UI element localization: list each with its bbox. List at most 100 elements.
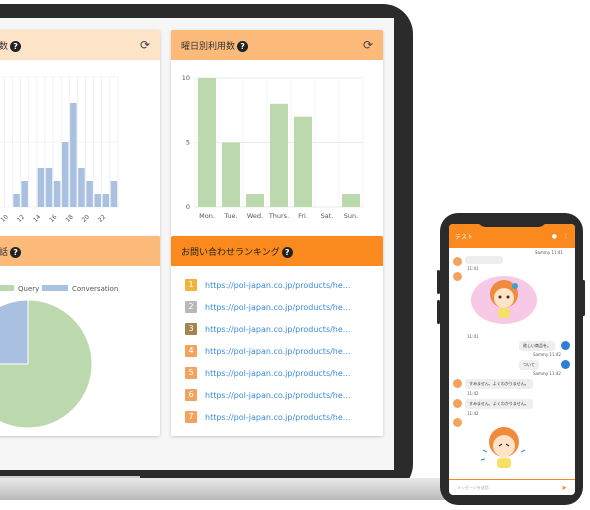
rank-badge: 2 — [185, 301, 197, 313]
bar — [94, 194, 101, 207]
bar — [110, 181, 118, 207]
ranking-item: 7 https://pol-japan.co.jp/products/he... — [185, 406, 383, 428]
ranking-item: 1 https://pol-japan.co.jp/products/he... — [185, 274, 383, 296]
bar — [102, 194, 110, 207]
bar — [13, 194, 20, 207]
bar — [61, 142, 69, 207]
phone-notch — [477, 213, 547, 227]
bar — [21, 181, 28, 207]
character-sticker — [480, 427, 526, 468]
legend-label-query: Query — [18, 285, 39, 293]
chat-bubble — [465, 256, 503, 264]
ranking-url-link[interactable]: https://pol-japan.co.jp/products/he... — [205, 280, 351, 290]
menu-icon[interactable]: ⋮ — [563, 232, 569, 240]
refresh-icon[interactable]: ⟳ — [139, 38, 150, 52]
bot-message: すみません、よくわかりません。 — [465, 399, 533, 409]
bot-avatar — [453, 272, 462, 281]
send-icon[interactable]: ➤ — [561, 483, 567, 492]
ranking-url-link[interactable]: https://pol-japan.co.jp/products/he... — [205, 368, 351, 378]
bar — [45, 168, 53, 207]
user-message: ついて — [519, 360, 539, 370]
y-tick-label: 10 — [182, 74, 190, 82]
help-icon[interactable]: ? — [281, 246, 293, 258]
bar — [53, 181, 61, 207]
ranking-url-link[interactable]: https://pol-japan.co.jp/products/he... — [205, 412, 351, 422]
bot-message: すみません、よくわかりません。 — [465, 379, 533, 389]
timestamp: Sammy 11:42 — [533, 352, 561, 357]
tick-label: 18 — [64, 213, 74, 223]
x-tick-label: Thurs. — [268, 212, 289, 220]
phone-side-button — [582, 280, 585, 316]
ranking-url-link[interactable]: https://pol-japan.co.jp/products/he... — [205, 324, 351, 334]
bar — [222, 142, 240, 207]
user-icon — [561, 341, 570, 350]
message-input[interactable]: メッセージを送信 ➤ — [449, 479, 575, 495]
ranking-list: 1 https://pol-japan.co.jp/products/he... 2… — [171, 266, 383, 428]
tick-label: 20 — [81, 213, 91, 223]
rank-badge: 6 — [185, 389, 197, 401]
ranking-item: 6 https://pol-japan.co.jp/products/he... — [185, 384, 383, 406]
bar — [294, 116, 312, 207]
bar — [246, 194, 264, 207]
timestamp: 11:42 — [467, 411, 479, 416]
x-tick-label: Wed. — [247, 212, 263, 220]
refresh-icon[interactable]: ⟳ — [362, 38, 373, 52]
rank-badge: 5 — [185, 367, 197, 379]
phone-side-button — [437, 270, 440, 294]
pie-slice-conversation — [0, 299, 29, 365]
ranking-url-link[interactable]: https://pol-japan.co.jp/products/he... — [205, 390, 351, 400]
bot-avatar — [453, 418, 462, 427]
character-sticker — [471, 276, 537, 324]
x-tick-label: Tue. — [223, 212, 237, 220]
x-tick-label: Sun. — [344, 212, 358, 220]
help-icon[interactable]: ? — [237, 40, 249, 52]
ranking-url-link[interactable]: https://pol-japan.co.jp/products/he... — [205, 302, 351, 312]
laptop-base — [0, 478, 460, 500]
chat-header: テスト ● ⋮ — [449, 224, 575, 248]
card-header: 用数? ⟳ — [0, 30, 160, 60]
hourly-bar-chart: 46810121416182022 — [0, 76, 119, 224]
pie-slice-query — [0, 299, 93, 429]
rank-badge: 3 — [185, 323, 197, 335]
x-tick-label: Fri. — [298, 212, 308, 220]
ranking-item: 4 https://pol-japan.co.jp/products/he... — [185, 340, 383, 362]
weekday-usage-card: 曜日別利用数? ⟳ 0 5 10 Mon. Tue. Wed. Thurs. Fri. Sat.… — [171, 30, 383, 238]
bot-avatar — [453, 399, 462, 408]
timestamp: 11:42 — [467, 391, 479, 396]
legend-swatch-query — [0, 285, 14, 291]
user-message: 欲しい商品を。 — [519, 341, 555, 351]
card-title: 曜日別利用数? — [181, 39, 363, 52]
ranking-url-link[interactable]: https://pol-japan.co.jp/products/he... — [205, 346, 351, 356]
dashboard-screen: 用数? ⟳ 46810121416182022 曜日別利用数? ⟳ 0510Mo… — [0, 18, 394, 470]
rank-badge: 7 — [185, 411, 197, 423]
help-icon[interactable]: ? — [10, 246, 22, 258]
timestamp: 11:41 — [467, 334, 479, 339]
card-header: 曜日別利用数? ⟳ — [171, 30, 383, 60]
chat-screen: テスト ● ⋮ Sammy 11:41 11:41 11:41 欲しい商品を。 … — [449, 224, 575, 495]
bar — [270, 103, 288, 207]
card-title: 会話? — [0, 245, 150, 258]
y-tick-label: 5 — [186, 139, 190, 147]
conversation-pie-chart: Query Conversation — [0, 285, 118, 429]
x-tick-label: Mon. — [199, 212, 215, 220]
tick-label: 10 — [0, 213, 10, 223]
card-title: 用数? — [0, 39, 140, 52]
tick-label: 22 — [97, 213, 107, 223]
inquiry-ranking-card: お問い合わせランキング? 1 https://pol-japan.co.jp/pr… — [171, 236, 383, 436]
timestamp: Sammy 11:41 — [535, 250, 563, 255]
bar — [342, 194, 360, 207]
user-icon — [561, 360, 570, 369]
weekday-bar-chart: 0 5 10 Mon. Tue. Wed. Thurs. Fri. Sat. Sun. — [182, 74, 364, 220]
bar — [70, 103, 77, 207]
rank-badge: 4 — [185, 345, 197, 357]
bar — [78, 168, 85, 207]
bar — [37, 168, 45, 207]
bar — [86, 181, 93, 207]
rank-badge: 1 — [185, 279, 197, 291]
message-input-placeholder: メッセージを送信 — [457, 484, 489, 490]
phone-side-button — [437, 300, 440, 324]
timestamp: 11:41 — [467, 266, 479, 271]
help-icon[interactable]: ? — [10, 40, 22, 52]
ranking-item: 2 https://pol-japan.co.jp/products/he... — [185, 296, 383, 318]
x-tick-label: Sat. — [321, 212, 334, 220]
